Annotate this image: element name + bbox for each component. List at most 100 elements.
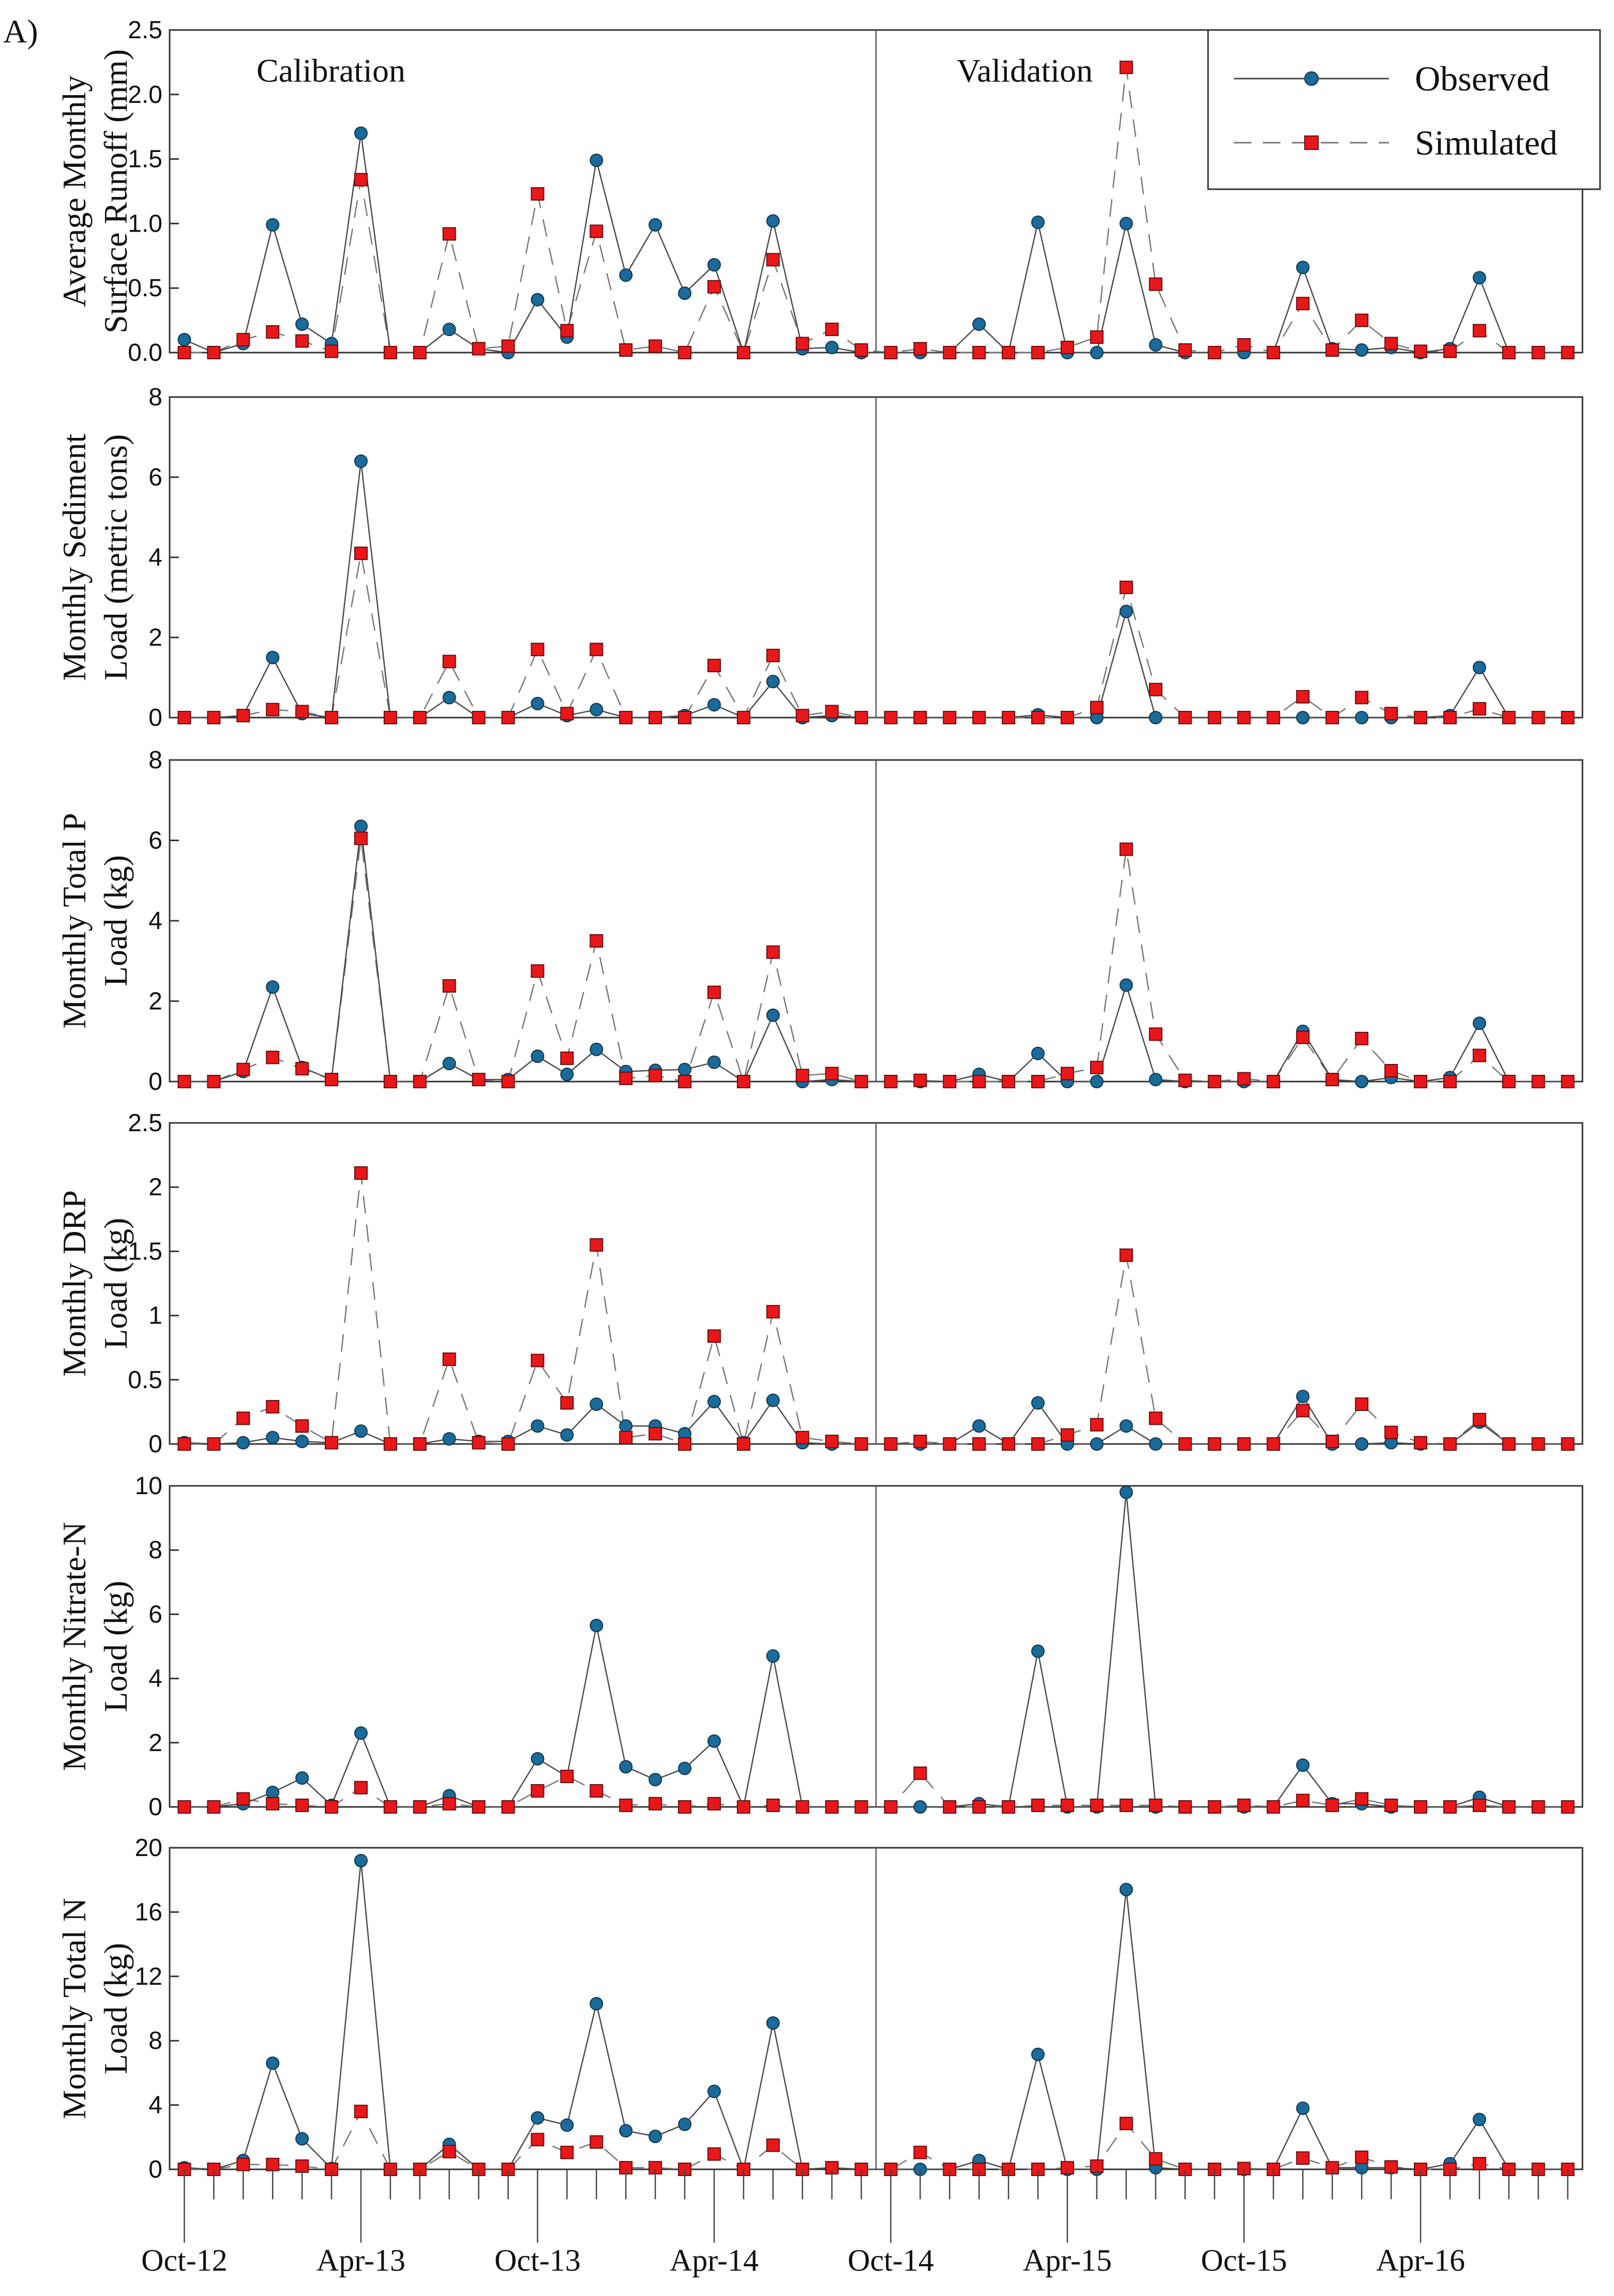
observed-point (1119, 978, 1133, 992)
x-tick-label: Apr-15 (1023, 2243, 1112, 2277)
simulated-point (1090, 330, 1104, 344)
simulated-point (531, 964, 545, 978)
observed-point (590, 1042, 604, 1056)
simulated-point (1413, 1800, 1427, 1814)
simulated-point (707, 2147, 721, 2161)
simulated-point (678, 711, 692, 724)
simulated-point (943, 346, 957, 359)
x-tick-label: Oct-15 (1201, 2243, 1287, 2277)
simulated-point (325, 711, 339, 724)
simulated-point (1472, 324, 1486, 338)
x-tick-label: Oct-12 (141, 2243, 228, 2277)
simulated-point (1266, 1437, 1280, 1451)
simulated-point (795, 1800, 809, 1814)
observed-point (619, 268, 633, 282)
simulated-point (825, 705, 839, 719)
simulated-point (1002, 1075, 1016, 1088)
observed-point (1149, 1073, 1163, 1087)
y-tick-label: 8 (148, 384, 162, 411)
simulated-point (590, 1238, 604, 1252)
y-tick-label: 0.5 (128, 1366, 162, 1394)
simulated-point (1237, 338, 1251, 352)
legend-box (1207, 29, 1601, 190)
observed-point (1149, 711, 1163, 724)
simulated-point (1384, 707, 1398, 721)
simulated-point (707, 659, 721, 673)
observed-point (590, 1619, 604, 1633)
observed-point (1355, 1075, 1369, 1088)
observed-point (531, 1419, 545, 1433)
y-axis-label: Monthly Nitrate-N Load (kg) (56, 1522, 134, 1771)
simulated-point (1208, 1437, 1221, 1451)
observed-point (177, 333, 191, 347)
simulated-point (354, 2105, 368, 2119)
observed-point (266, 2056, 280, 2070)
simulated-point (1002, 711, 1016, 724)
simulated-point (1178, 1073, 1192, 1087)
simulated-point (1355, 1792, 1369, 1806)
simulated-point (884, 346, 898, 359)
observed-point (295, 1771, 309, 1785)
simulated-point (1384, 337, 1398, 351)
simulated-point (295, 705, 309, 719)
simulated-point (207, 1800, 221, 1814)
y-tick-label: 8 (148, 747, 162, 774)
x-axis: Oct-12 Apr-13 Oct-13 Apr-14 Oct-14 Apr-15 Oct-… (141, 2169, 1568, 2277)
y-tick-label: 12 (135, 1963, 162, 1990)
panel-4: 0 0.5 1 1.5 2 2.5 Monthly DRP Load (kg) (56, 1109, 1583, 1458)
y-axis-label-line: Load (kg) (97, 855, 134, 986)
observed-point (678, 286, 692, 300)
y-tick-label: 1.0 (128, 210, 162, 237)
simulated-point (1413, 1075, 1427, 1088)
simulated-point (736, 1075, 750, 1088)
simulated-point (1208, 1075, 1221, 1088)
simulated-point (472, 1073, 486, 1087)
observed-point (1472, 271, 1486, 285)
observed-point (1472, 661, 1486, 675)
simulated-point (884, 1075, 898, 1088)
simulated-point (442, 979, 456, 993)
simulated-point (295, 1798, 309, 1812)
simulated-point (413, 346, 427, 359)
simulated-point (1119, 1798, 1133, 1812)
simulated-point (766, 945, 780, 959)
observed-point (1296, 1390, 1310, 1404)
simulated-point (177, 1800, 191, 1814)
simulated-point (825, 1435, 839, 1449)
y-tick-label: 2.5 (128, 1109, 162, 1137)
simulated-point (913, 1435, 927, 1449)
observed-point (531, 696, 545, 710)
simulated-point (1266, 1800, 1280, 1814)
y-tick-label: 0.0 (128, 339, 162, 367)
observed-point (560, 1428, 574, 1442)
simulated-point (1149, 682, 1163, 696)
simulated-point (736, 711, 750, 724)
observed-point (531, 1050, 545, 1063)
simulated-point (413, 711, 427, 724)
simulated-point (325, 1800, 339, 1814)
simulated-point (913, 342, 927, 356)
simulated-point (913, 2146, 927, 2160)
simulated-point (560, 1770, 574, 1784)
observed-point (560, 1068, 574, 1082)
simulated-point (1531, 1437, 1545, 1451)
y-axis-label-line: Monthly Nitrate-N (56, 1522, 93, 1771)
simulated-point (1443, 1800, 1457, 1814)
simulated-point (736, 346, 750, 359)
simulated-point (1561, 346, 1575, 359)
simulated-point (236, 1062, 250, 1076)
x-tick-label: Oct-14 (848, 2243, 934, 2277)
simulated-point (1208, 346, 1221, 359)
y-axis-label-line: Monthly DRP (56, 1190, 93, 1377)
simulated-point (1060, 1067, 1074, 1081)
simulated-point (1031, 1437, 1045, 1451)
simulated-point (1149, 277, 1163, 291)
observed-point (1296, 711, 1310, 724)
observed-point (1119, 604, 1133, 618)
simulated-point (825, 323, 839, 337)
y-tick-label: 4 (148, 907, 162, 935)
observed-point (1090, 1075, 1104, 1088)
simulated-point (501, 1075, 515, 1088)
observed-point (531, 1752, 545, 1766)
